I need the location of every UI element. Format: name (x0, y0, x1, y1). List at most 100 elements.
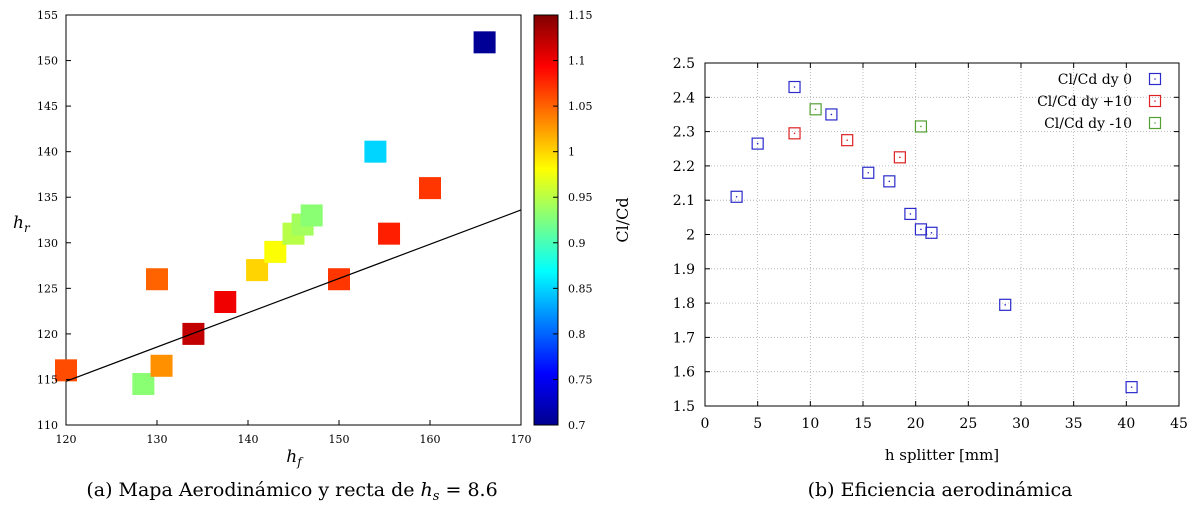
y-tick-label: 2.4 (673, 90, 695, 106)
x-tick-label: 30 (1012, 416, 1030, 432)
regression-line (65, 209, 522, 382)
heatmap-chart: 120 130 140 150 160 170 110 115 120 125 130 135 140… (13, 9, 632, 469)
colorbar-tick-label: 1 (568, 146, 575, 159)
scatter-point-center (830, 113, 833, 116)
x-tick-label: 170 (511, 433, 532, 446)
heatmap-point (364, 140, 387, 163)
y-tick-label: 2 (686, 228, 695, 244)
heatmap-point (246, 259, 269, 282)
y-tick-label: 115 (37, 373, 58, 386)
legend-marker-center (1154, 78, 1156, 80)
legend-marker (1148, 72, 1162, 86)
heatmap-point (264, 240, 287, 263)
y-tick-label: 2.3 (673, 125, 695, 141)
y-axis-label: hr (13, 213, 31, 235)
caption-left: (a) Mapa Aerodinámico y recta de hs = 8.… (86, 479, 497, 504)
scatter-point-center (1004, 304, 1006, 306)
scatter-point-center (756, 142, 759, 145)
y-axis-ticks: 110 115 120 125 130 135 140 145 150 155 (37, 9, 71, 432)
heatmap-point (132, 373, 155, 395)
scatter-point (788, 127, 801, 140)
scatter-point-center (793, 86, 796, 88)
x-tick-label: 150 (329, 433, 350, 446)
y-tick-label: 1.5 (673, 399, 695, 415)
colorbar-tick-label: 0.95 (568, 191, 593, 204)
x-axis-ticks: 0 5 10 15 20 25 30 35 40 45 (701, 63, 1188, 432)
x-tick-label: 0 (701, 416, 710, 432)
scatter-point (883, 175, 896, 188)
y-tick-label: 145 (37, 100, 58, 113)
x-tick-label: 10 (801, 416, 819, 432)
colorbar-tick-label: 0.75 (568, 373, 593, 386)
x-tick-label: 35 (1065, 416, 1083, 432)
colorbar-ticks: 0.7 0.75 0.8 0.85 0.9 0.95 1 1.05 1.1 1.15 (553, 9, 593, 432)
x-tick-label: 15 (854, 416, 872, 432)
x-tick-label: 140 (238, 433, 259, 446)
x-axis-ticks: 120 130 140 150 160 170 (56, 420, 532, 446)
y-tick-label: 1.9 (673, 262, 695, 278)
legend-label: Cl/Cd dy 0 (1058, 72, 1132, 88)
heatmap-point (328, 268, 350, 291)
scatter-chart: 0 5 10 15 20 25 30 35 40 45 1.5 1.6 1.7 1.8 1.9 2 2.1 2.… (673, 56, 1188, 464)
x-tick-label: 25 (959, 416, 977, 432)
x-axis-label: h splitter [mm] (885, 446, 999, 464)
y-tick-label: 1.7 (673, 330, 695, 346)
legend-label: Cl/Cd dy -10 (1044, 116, 1132, 132)
scatter-point (999, 298, 1012, 311)
scatter-point (893, 151, 906, 164)
scatter-point-center (867, 171, 870, 174)
colorbar-tick-label: 0.9 (568, 237, 586, 250)
scatter-point (809, 103, 822, 116)
y-tick-label: 2.2 (673, 159, 695, 175)
x-axis-label: hf (286, 447, 304, 469)
colorbar-tick-label: 1.05 (568, 100, 593, 113)
x-tick-label: 160 (420, 433, 441, 446)
scatter-point-center (899, 156, 901, 159)
colorbar-tick-label: 0.85 (568, 282, 593, 295)
scatter-point (825, 108, 838, 121)
legend-marker (1148, 116, 1162, 130)
heatmap-point (473, 31, 496, 54)
scatter-point (925, 226, 938, 239)
x-tick-label: 130 (147, 433, 168, 446)
scatter-point-center (735, 195, 738, 198)
colorbar-tick-label: 1.15 (568, 9, 593, 22)
colorbar-tick-label: 0.8 (568, 328, 586, 341)
heatmap-point (55, 359, 77, 382)
x-tick-label: 120 (56, 433, 77, 446)
scatter-point-center (920, 228, 922, 231)
heatmap-point (146, 268, 168, 291)
heatmap-point (214, 291, 237, 313)
scatter-point (751, 137, 764, 150)
legend-label: Cl/Cd dy +10 (1037, 94, 1132, 110)
y-axis-ticks: 1.5 1.6 1.7 1.8 1.9 2 2.1 2.2 2.3 2.4 2.5 (673, 56, 1179, 415)
colorbar-gradient (533, 14, 559, 426)
colorbar-label: Cl/Cd (613, 197, 632, 242)
y-tick-label: 140 (37, 146, 58, 159)
scatter-point (788, 80, 801, 94)
scatter-point-center (846, 139, 848, 141)
scatter-point (841, 134, 854, 147)
scatter-point (730, 190, 743, 203)
caption-right: (b) Eficiencia aerodinámica (808, 479, 1073, 501)
y-tick-label: 1.8 (673, 296, 695, 312)
y-tick-label: 110 (37, 419, 58, 432)
legend: Cl/Cd dy 0 Cl/Cd dy +10 Cl/Cd dy -10 (1037, 72, 1162, 132)
scatter-point (862, 166, 875, 179)
scatter-point (914, 120, 928, 133)
scatter-point-center (814, 108, 817, 111)
scatter-point (904, 207, 917, 221)
y-tick-label: 2.5 (673, 56, 695, 72)
y-tick-label: 2.1 (673, 193, 695, 209)
heatmap-point (150, 354, 173, 377)
colorbar: 0.7 0.75 0.8 0.85 0.9 0.95 1 1.05 1.1 1.15 Cl/Cd (533, 9, 632, 432)
legend-marker-center (1154, 100, 1156, 102)
y-tick-label: 130 (37, 237, 58, 250)
scatter-point-center (793, 132, 796, 135)
scatter-point-center (888, 180, 891, 183)
colorbar-tick-label: 0.7 (568, 419, 586, 432)
x-tick-label: 20 (907, 416, 925, 432)
y-tick-label: 125 (37, 282, 58, 295)
heatmap-point (300, 204, 323, 227)
